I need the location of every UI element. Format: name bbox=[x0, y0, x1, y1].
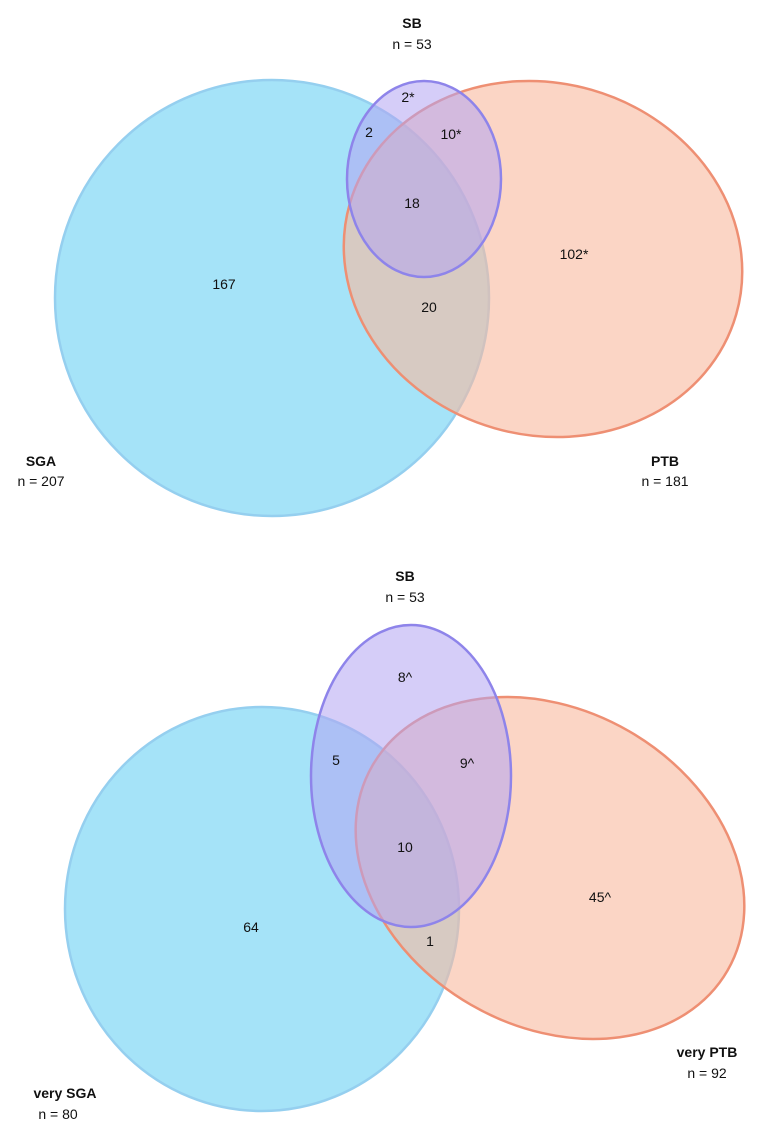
very-sga-set-name: very SGA bbox=[33, 1085, 96, 1101]
sb-only-value: 8^ bbox=[398, 669, 413, 685]
very-sga-sb-value: 5 bbox=[332, 752, 340, 768]
sga-set-count: n = 207 bbox=[17, 473, 64, 489]
ptb-set-name: PTB bbox=[651, 453, 679, 469]
all-three-value: 18 bbox=[404, 195, 420, 211]
sga-ptb-value: 20 bbox=[421, 299, 437, 315]
sga-only-value: 167 bbox=[212, 276, 236, 292]
venn-diagram-2: SB n = 53 very SGA n = 80 very PTB n = 9… bbox=[33, 568, 746, 1122]
all-three-value: 10 bbox=[397, 839, 413, 855]
sb-ptb-value: 10* bbox=[440, 126, 462, 142]
sb-set-count: n = 53 bbox=[385, 589, 425, 605]
sb-set-ellipse bbox=[309, 623, 513, 929]
very-sga-set-count: n = 80 bbox=[38, 1106, 78, 1122]
ptb-only-value: 102* bbox=[560, 246, 589, 262]
sb-set-name: SB bbox=[395, 568, 414, 584]
sb-set-ellipse bbox=[345, 79, 503, 279]
very-sga-only-value: 64 bbox=[243, 919, 259, 935]
sb-very-ptb-value: 9^ bbox=[460, 755, 475, 771]
venn-diagram-1: SB n = 53 SGA n = 207 PTB n = 181 167 2*… bbox=[17, 15, 744, 518]
very-ptb-only-value: 45^ bbox=[589, 889, 612, 905]
very-ptb-set-count: n = 92 bbox=[687, 1065, 727, 1081]
very-ptb-set-name: very PTB bbox=[677, 1044, 738, 1060]
sga-sb-value: 2 bbox=[365, 124, 373, 140]
ptb-set-count: n = 181 bbox=[641, 473, 688, 489]
sb-set-count: n = 53 bbox=[392, 36, 432, 52]
sb-set-name: SB bbox=[402, 15, 421, 31]
sga-set-name: SGA bbox=[26, 453, 56, 469]
sb-only-value: 2* bbox=[401, 89, 415, 105]
very-sga-very-ptb-value: 1 bbox=[426, 933, 434, 949]
